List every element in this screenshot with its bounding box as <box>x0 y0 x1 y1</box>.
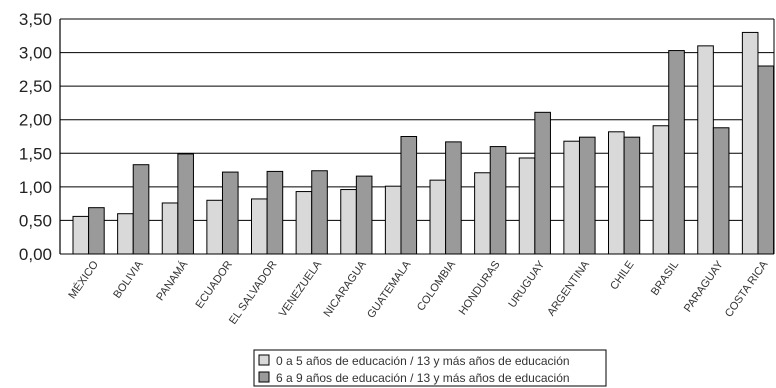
bar-series-2 <box>177 153 194 255</box>
x-tick-label: HONDURAS <box>457 259 503 317</box>
bar-series-1 <box>251 198 268 255</box>
bar-series-2 <box>355 175 373 255</box>
x-tick-label: ARGENTINA <box>545 258 592 318</box>
x-tick-label: COLOMBIA <box>415 258 459 313</box>
bar-series-1 <box>384 185 402 255</box>
bar-series-2 <box>534 111 551 255</box>
x-tick-label: NICARAGUA <box>321 258 369 319</box>
bar-series-2 <box>668 50 685 255</box>
bar-series-1 <box>652 125 670 255</box>
bar-series-1 <box>117 213 134 255</box>
y-axis-ticks: 0,00 0,50 1,00 1,50 2,00 2,50 3,00 3,50 <box>19 10 52 264</box>
x-tick-label: VENEZUELA <box>277 258 325 319</box>
bar-series-1 <box>429 179 447 255</box>
x-tick-label: COSTA RICA <box>723 258 771 319</box>
bar-series-2 <box>221 171 239 255</box>
bar-series-2 <box>311 170 328 255</box>
bar-series-2 <box>489 146 507 255</box>
bar-series-1 <box>563 140 580 255</box>
bar-series-2 <box>445 141 462 255</box>
x-tick-label: URUGUAY <box>506 258 547 310</box>
legend-label: 6 a 9 años de educación / 13 y más años … <box>276 371 570 385</box>
bar-series-2 <box>712 127 730 255</box>
bar-series-2 <box>623 136 641 255</box>
bar-series-2 <box>88 207 105 255</box>
y-tick-label: 3,00 <box>19 44 52 63</box>
x-tick-label: GUATEMALA <box>365 258 414 320</box>
legend-swatch <box>258 354 270 366</box>
bar-series-2 <box>400 136 418 255</box>
y-tick-label: 2,00 <box>19 111 52 130</box>
y-tick-label: 2,50 <box>19 77 52 96</box>
bar-series-1 <box>161 202 179 255</box>
bar-series-1 <box>340 189 357 255</box>
bar-series-1 <box>295 191 313 255</box>
bar-series-1 <box>741 31 759 255</box>
x-tick-label: MÉXICO <box>66 258 102 301</box>
bar-series-1 <box>518 157 536 255</box>
bar-series-1 <box>72 215 90 255</box>
bar-series-2 <box>132 164 150 255</box>
bar-series-1 <box>608 131 625 255</box>
x-tick-label: EL SALVADOR <box>227 259 280 327</box>
y-tick-label: 1,50 <box>19 144 52 163</box>
y-tick-label: 0,00 <box>19 245 52 264</box>
bars <box>72 31 775 255</box>
bar-series-1 <box>697 45 714 255</box>
x-tick-label: BOLIVIA <box>111 258 146 300</box>
bar-series-2 <box>757 65 775 255</box>
legend-swatch <box>258 371 270 383</box>
legend-label: 0 a 5 años de educación / 13 y más años … <box>276 354 570 368</box>
bar-series-2 <box>266 170 284 255</box>
y-tick-label: 3,50 <box>19 10 52 29</box>
bar-series-1 <box>206 199 223 255</box>
bar-series-1 <box>474 172 491 255</box>
bar-series-2 <box>578 136 596 255</box>
x-tick-label: BRASIL <box>649 259 681 298</box>
x-tick-label: ECUADOR <box>194 259 235 311</box>
legend-box <box>253 349 607 387</box>
y-tick-label: 0,50 <box>19 211 52 230</box>
x-tick-label: PARAGUAY <box>682 258 726 314</box>
y-tick-label: 1,00 <box>19 178 52 197</box>
x-tick-label: CHILE <box>608 259 636 292</box>
legend: 0 a 5 años de educación / 13 y más años … <box>253 349 607 387</box>
x-tick-label: PANAMÁ <box>153 258 190 303</box>
